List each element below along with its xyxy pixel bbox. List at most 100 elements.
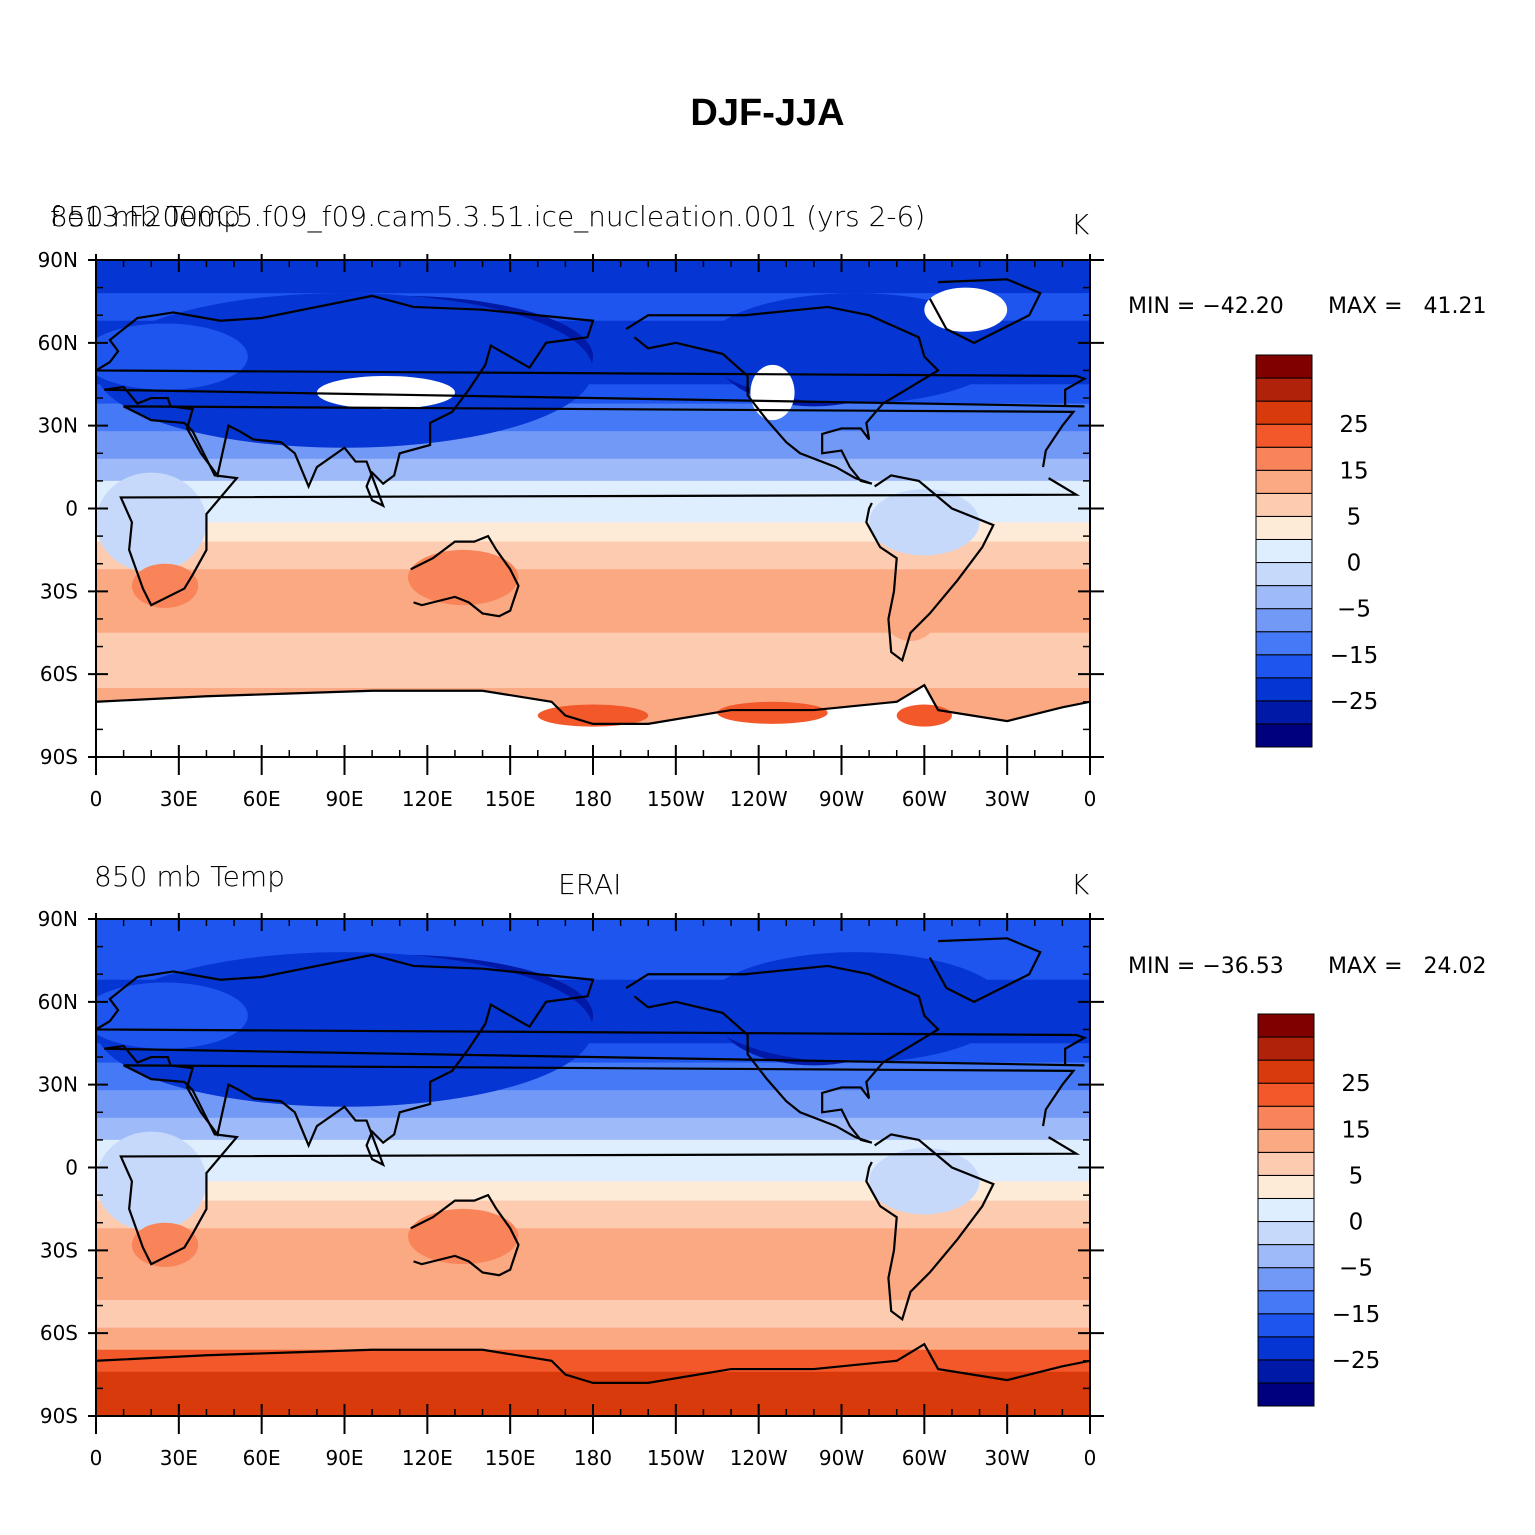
colorbar-label: 0 — [1347, 551, 1362, 577]
colorbar-box — [1257, 1128, 1315, 1153]
anomaly-region — [131, 563, 199, 608]
contour-band — [96, 1117, 1090, 1141]
colorbar-label: −25 — [1330, 689, 1379, 715]
coastline — [96, 294, 1088, 508]
panel-left-title: 850 mb Temp — [94, 860, 285, 893]
lon-label: 180 — [574, 1446, 612, 1470]
colorbar: −25 −15 −5 0 5 15 25 — [1255, 354, 1379, 748]
lon-label: 60W — [902, 1446, 947, 1470]
colorbar-label: −5 — [1339, 1256, 1373, 1282]
lon-label: 150E — [485, 787, 536, 811]
panel-center-title: f.e13.F2000C5.f09_f09.cam5.3.51.ice_nucl… — [50, 200, 926, 233]
colorbar-label: 15 — [1339, 458, 1368, 484]
anomaly-region — [882, 1244, 939, 1301]
lat-label: 90S — [40, 1404, 78, 1428]
colorbar-box — [1257, 1359, 1315, 1384]
coastline — [410, 534, 520, 618]
contour-band — [96, 1300, 1090, 1329]
colorbar-box — [1257, 1082, 1315, 1107]
lat-label: 90N — [38, 907, 78, 931]
max-label: MAX = 24.02 — [1328, 954, 1487, 979]
masked-region — [96, 685, 1090, 757]
colorbar-box — [1257, 1151, 1315, 1176]
lon-label: 0 — [90, 787, 103, 811]
lon-label: 30E — [160, 787, 198, 811]
colorbar-box — [1257, 1105, 1315, 1130]
contour-band — [96, 1327, 1090, 1351]
filled-contours — [96, 919, 1090, 1416]
lat-label: 30N — [38, 1073, 78, 1097]
anomaly-region — [408, 1208, 519, 1265]
colorbar-label: −5 — [1337, 597, 1371, 623]
panel-left-title: 850 mb Temp — [50, 200, 241, 233]
lon-label: 120W — [730, 787, 788, 811]
colorbar-box — [1257, 1336, 1315, 1361]
coastline — [928, 937, 1042, 1004]
colorbar-label: 15 — [1341, 1117, 1370, 1143]
lon-label: 0 — [1084, 1446, 1097, 1470]
colorbar-box — [1257, 1197, 1315, 1223]
coastline — [625, 964, 940, 1144]
colorbar-label: −25 — [1332, 1348, 1381, 1374]
lon-label: 60W — [902, 787, 947, 811]
lat-label: 60S — [40, 662, 78, 686]
colorbar-box — [1257, 1174, 1315, 1199]
lat-label: 90S — [40, 745, 78, 769]
colorbar-box — [1257, 1013, 1315, 1038]
coastlines — [96, 278, 1090, 725]
lon-label: 150W — [647, 787, 705, 811]
contour-band — [96, 660, 1090, 689]
lon-label: 120E — [402, 787, 453, 811]
colorbar-box — [1257, 1313, 1315, 1338]
anomaly-region — [408, 549, 519, 606]
contour-band — [96, 632, 1090, 661]
lat-label: 30N — [38, 414, 78, 438]
anomaly-region — [537, 704, 649, 727]
lon-label: 0 — [90, 1446, 103, 1470]
lon-label: 90W — [819, 787, 864, 811]
figure-title: DJF-JJA — [690, 92, 845, 134]
colorbar-label: 5 — [1347, 504, 1362, 530]
panel-units: K — [1071, 208, 1090, 241]
lat-label: 60N — [38, 331, 78, 355]
lon-label: 30W — [985, 787, 1030, 811]
lon-label: 60E — [243, 1446, 281, 1470]
coastlines — [96, 937, 1090, 1384]
map-plot-0: 90N 60N 30N 0 30S 60S 90S 0 30E 60E 90E 120E 150E 180… — [38, 248, 1379, 811]
contour-band — [96, 1181, 1090, 1202]
lon-label: 150E — [485, 1446, 536, 1470]
colorbar-label: −15 — [1332, 1302, 1381, 1328]
coastline — [928, 278, 1042, 345]
anomaly-region — [882, 585, 939, 642]
lon-label: 60E — [243, 787, 281, 811]
min-label: MIN = −42.20 — [1128, 294, 1284, 319]
masked-region — [316, 375, 455, 410]
contour-band — [96, 522, 1090, 543]
lon-label: 30E — [160, 1446, 198, 1470]
panel-units: K — [1071, 868, 1090, 901]
colorbar-box — [1257, 1036, 1315, 1061]
min-label: MIN = −36.53 — [1128, 954, 1284, 979]
coastline — [410, 1193, 520, 1277]
colorbar-box — [1257, 1059, 1315, 1084]
coastline — [96, 953, 1088, 1167]
lon-label: 90E — [325, 1446, 363, 1470]
anomaly-region — [717, 701, 828, 724]
colorbar-label: 25 — [1341, 1071, 1370, 1097]
lon-label: 90E — [325, 787, 363, 811]
masked-region — [750, 364, 795, 421]
lon-label: 0 — [1084, 787, 1097, 811]
colorbar-box — [1257, 1244, 1315, 1269]
lon-label: 120E — [402, 1446, 453, 1470]
colorbar-label: −15 — [1330, 643, 1379, 669]
coastline — [865, 474, 995, 663]
colorbar-box — [1257, 1221, 1315, 1246]
colorbar-label: 25 — [1339, 412, 1368, 438]
lon-label: 30W — [985, 1446, 1030, 1470]
anomaly-region — [703, 952, 1008, 1063]
coastline — [865, 1133, 995, 1322]
anomaly-region — [131, 1222, 199, 1267]
colorbar-box — [1257, 1382, 1315, 1407]
colorbar-box — [1255, 354, 1313, 379]
